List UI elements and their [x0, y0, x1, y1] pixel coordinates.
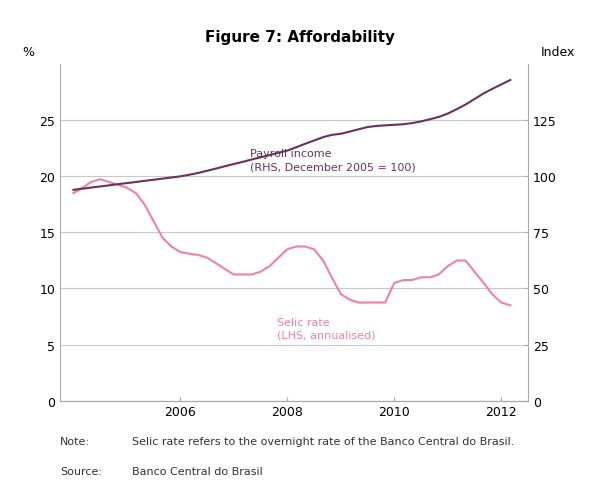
Text: %: % — [23, 46, 35, 59]
Text: Payroll income
(RHS, December 2005 = 100): Payroll income (RHS, December 2005 = 100… — [250, 149, 416, 172]
Text: Note:: Note: — [60, 436, 90, 446]
Text: Source:: Source: — [60, 466, 102, 476]
Text: Selic rate
(LHS, annualised): Selic rate (LHS, annualised) — [277, 317, 375, 340]
Text: Index: Index — [541, 46, 575, 59]
Text: Figure 7: Affordability: Figure 7: Affordability — [205, 30, 395, 45]
Text: Banco Central do Brasil: Banco Central do Brasil — [132, 466, 263, 476]
Text: Selic rate refers to the overnight rate of the Banco Central do Brasil.: Selic rate refers to the overnight rate … — [132, 436, 514, 446]
